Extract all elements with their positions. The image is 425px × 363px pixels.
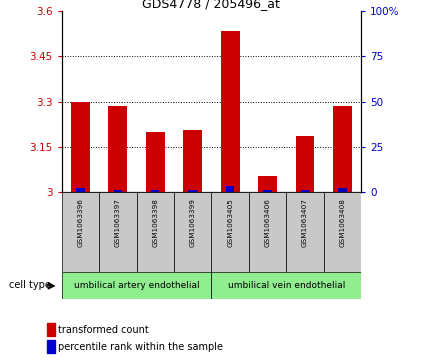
Text: cell type: cell type <box>9 280 51 290</box>
Bar <box>62 272 211 299</box>
Text: GSM1063405: GSM1063405 <box>227 198 233 247</box>
Title: GDS4778 / 205496_at: GDS4778 / 205496_at <box>142 0 280 10</box>
Bar <box>62 192 99 272</box>
Text: GSM1063397: GSM1063397 <box>115 198 121 247</box>
Bar <box>258 176 277 192</box>
Bar <box>71 102 90 192</box>
Text: GSM1063396: GSM1063396 <box>77 198 83 247</box>
Bar <box>174 192 211 272</box>
Bar <box>136 192 174 272</box>
Bar <box>333 106 352 192</box>
Text: percentile rank within the sample: percentile rank within the sample <box>58 342 223 352</box>
Bar <box>296 136 314 192</box>
Bar <box>221 30 240 192</box>
Bar <box>146 132 164 192</box>
Text: GSM1063398: GSM1063398 <box>152 198 158 247</box>
Text: transformed count: transformed count <box>58 325 149 335</box>
Bar <box>264 190 272 192</box>
Bar <box>189 190 197 192</box>
Text: umbilical vein endothelial: umbilical vein endothelial <box>228 281 345 290</box>
Bar <box>47 323 55 336</box>
Bar <box>211 272 361 299</box>
Text: GSM1063406: GSM1063406 <box>265 198 271 247</box>
Text: GSM1063408: GSM1063408 <box>340 198 346 247</box>
Text: GSM1063407: GSM1063407 <box>302 198 308 247</box>
Bar <box>338 188 347 192</box>
Bar <box>99 192 136 272</box>
Bar <box>183 130 202 192</box>
Bar <box>249 192 286 272</box>
Text: GSM1063399: GSM1063399 <box>190 198 196 247</box>
Bar <box>211 192 249 272</box>
Bar <box>324 192 361 272</box>
Text: umbilical artery endothelial: umbilical artery endothelial <box>74 281 199 290</box>
Bar <box>47 340 55 353</box>
Bar <box>151 190 159 192</box>
Bar <box>226 186 234 192</box>
Bar <box>76 188 85 192</box>
Bar <box>301 190 309 192</box>
Bar <box>113 190 122 192</box>
Bar <box>108 106 127 192</box>
Bar <box>286 192 324 272</box>
